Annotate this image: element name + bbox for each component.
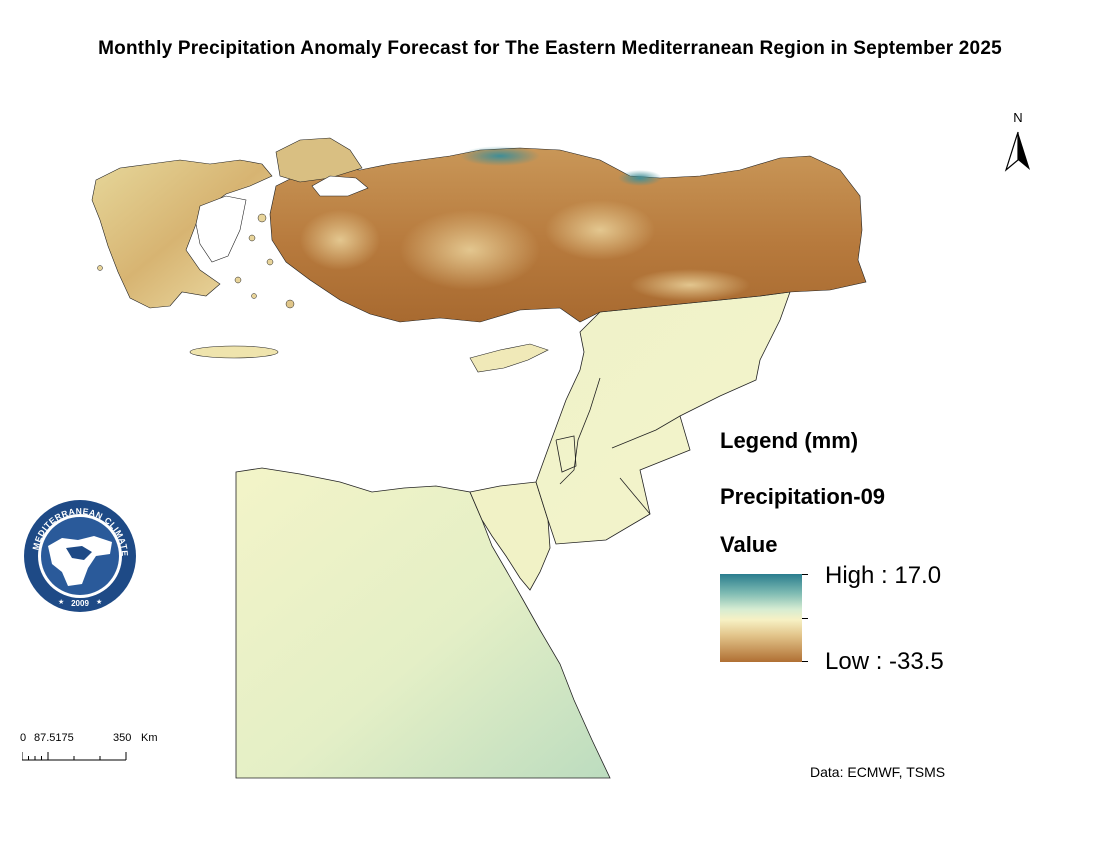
svg-text:★: ★ xyxy=(58,598,64,606)
island-2 xyxy=(248,234,256,242)
legend-low-label: Low : -33.5 xyxy=(825,648,944,675)
scale-label-0: 0 xyxy=(20,732,27,744)
svg-text:2009: 2009 xyxy=(71,599,89,608)
legend-tick-low xyxy=(802,661,808,662)
blacksea-coast-wet-3 xyxy=(618,170,662,186)
turkey-highlight-2 xyxy=(545,200,655,260)
north-arrow: N xyxy=(1003,110,1033,174)
emcc-logo-icon: EASTERN MEDITERRANEAN CLIMATE CENTRE 200… xyxy=(22,498,136,612)
border-lines xyxy=(559,377,601,485)
north-arrow-icon xyxy=(1004,131,1030,172)
map-title: Monthly Precipitation Anomaly Forecast f… xyxy=(98,38,1002,59)
legend-color-ramp xyxy=(720,574,802,662)
marmara-sea xyxy=(311,175,369,197)
north-arrow-label: N xyxy=(1013,110,1023,125)
egypt-region xyxy=(235,467,611,779)
crete-island xyxy=(189,345,279,359)
island-4 xyxy=(234,276,242,284)
turkey-highlight-3 xyxy=(300,210,380,270)
scale-label-mid: 87.5175 xyxy=(34,732,74,744)
legend-high-label: High : 17.0 xyxy=(825,562,942,589)
greece-region xyxy=(91,159,273,309)
turkey-highlight-1 xyxy=(400,210,540,290)
island-3 xyxy=(266,258,274,266)
aegean-sea xyxy=(195,195,247,263)
scale-bar-ruler xyxy=(22,752,127,761)
cyprus-island xyxy=(469,343,549,373)
island-1 xyxy=(257,213,267,223)
legend-heading: Legend (mm) xyxy=(720,428,859,453)
svg-text:★: ★ xyxy=(96,598,102,606)
legend-tick-high xyxy=(802,574,808,575)
border-lines-4 xyxy=(555,435,577,473)
scale-label-unit: Km xyxy=(141,732,158,744)
legend-field-name: Value xyxy=(720,532,778,557)
sinai-region xyxy=(469,481,551,591)
thrace-region xyxy=(275,137,363,183)
legend-layer-name: Precipitation-09 xyxy=(720,484,886,509)
scale-label-max: 350 xyxy=(113,732,132,744)
turkey-highlight-4 xyxy=(630,269,750,301)
data-source: Data: ECMWF, TSMS xyxy=(810,764,946,780)
border-lines-3 xyxy=(619,477,651,515)
legend-tick-mid xyxy=(802,618,808,619)
border-lines-2 xyxy=(611,415,681,449)
island-7 xyxy=(97,265,103,271)
island-5 xyxy=(285,299,295,309)
scale-bar: 0 87.5175 350 Km xyxy=(20,732,180,762)
island-6 xyxy=(251,293,257,299)
blacksea-coast-wet-1 xyxy=(460,146,540,166)
